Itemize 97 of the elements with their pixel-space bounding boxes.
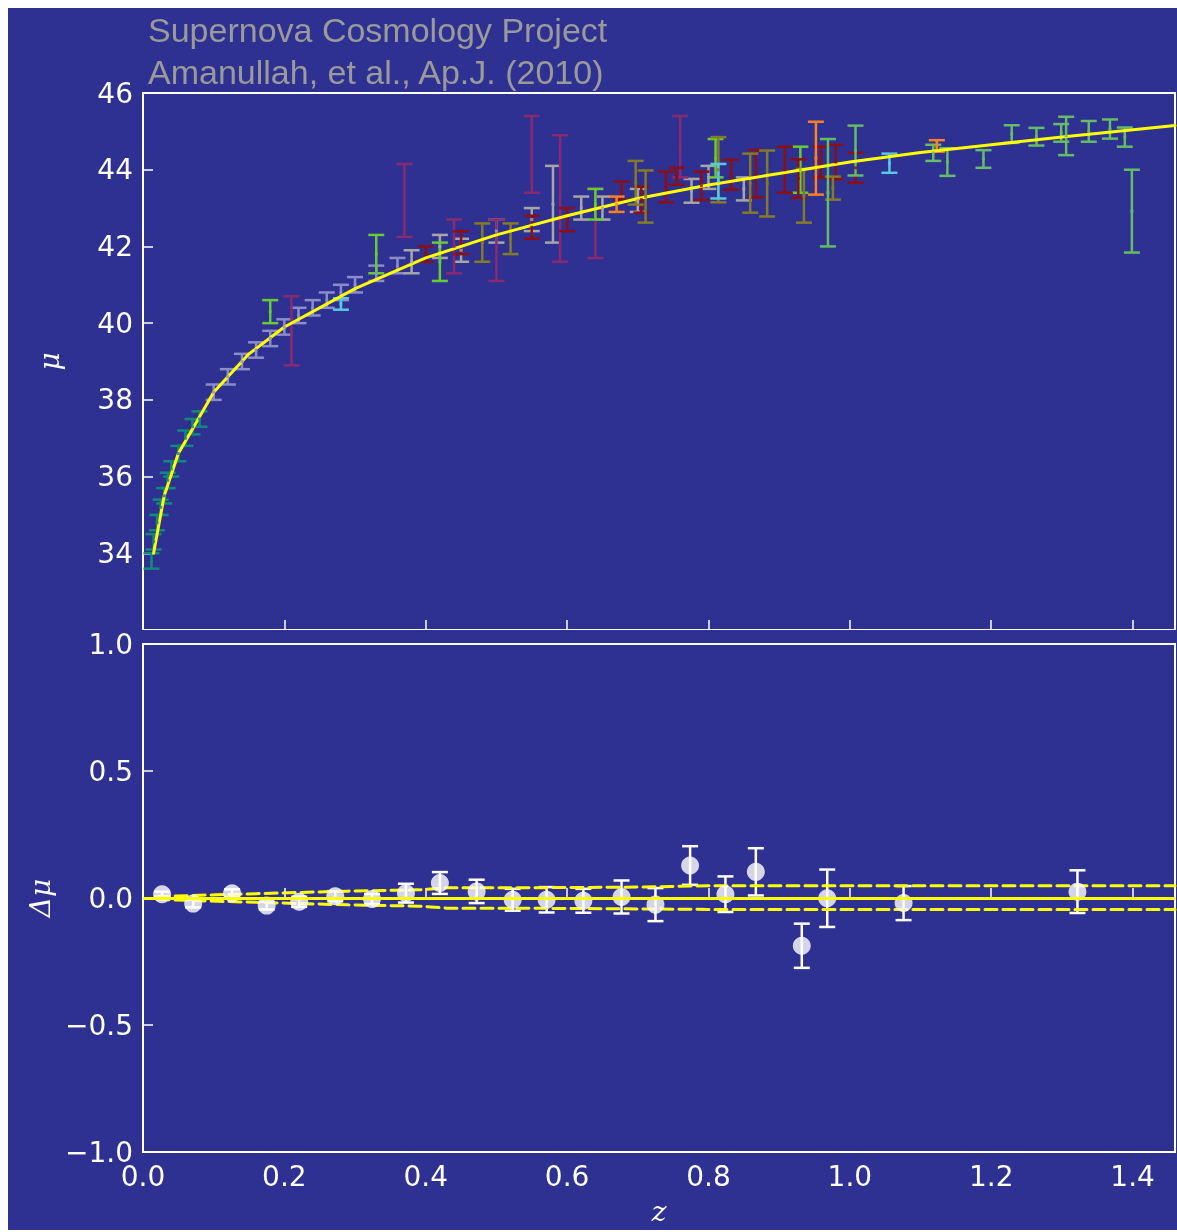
point — [1087, 129, 1091, 133]
point — [551, 202, 555, 206]
point — [644, 195, 648, 199]
x-tick-label: 0.8 — [686, 1159, 731, 1193]
point — [634, 181, 638, 185]
y-tick-label: 0.0 — [88, 881, 133, 915]
chart-title: Supernova Cosmology Project — [148, 11, 608, 49]
x-axis-title: z — [650, 1194, 667, 1228]
point — [176, 452, 180, 456]
y-tick-label: 38 — [97, 383, 133, 417]
point — [169, 467, 173, 471]
y-tick-label: 44 — [97, 153, 133, 187]
point — [289, 329, 293, 333]
point — [339, 290, 343, 294]
point — [579, 206, 583, 210]
point — [1059, 131, 1063, 135]
y-tick-label: 0.5 — [88, 754, 133, 788]
point — [152, 540, 156, 544]
point — [931, 151, 935, 155]
point — [681, 856, 700, 875]
point — [438, 244, 442, 248]
point — [190, 425, 194, 429]
point — [729, 173, 733, 177]
point — [834, 160, 838, 164]
point — [819, 160, 823, 164]
point — [254, 348, 258, 352]
point — [424, 252, 428, 256]
point — [826, 191, 830, 195]
point — [1064, 134, 1068, 138]
point — [311, 306, 315, 310]
point — [716, 168, 720, 172]
point — [664, 185, 668, 189]
x-tick-label: 0.6 — [544, 1159, 590, 1193]
point — [690, 189, 694, 193]
point — [353, 283, 357, 287]
point — [410, 260, 414, 264]
point — [530, 218, 534, 222]
point — [565, 218, 569, 222]
point — [593, 221, 597, 225]
point — [198, 417, 202, 421]
line-series — [152, 124, 1177, 555]
x-tick-label: 0.2 — [262, 1159, 307, 1193]
point — [600, 206, 604, 210]
y-tick-label: 34 — [97, 536, 133, 570]
point — [452, 244, 456, 248]
point — [814, 156, 818, 160]
point — [480, 241, 484, 245]
point — [748, 181, 752, 185]
point — [706, 175, 710, 179]
point — [438, 260, 442, 264]
point — [935, 144, 939, 148]
point — [1108, 127, 1112, 131]
x-tick-label: 1.4 — [1110, 1159, 1155, 1193]
point — [615, 202, 619, 206]
point — [746, 862, 765, 881]
y-axis-title: μ — [32, 352, 66, 371]
point — [155, 521, 159, 525]
x-tick-label: 1.2 — [968, 1159, 1014, 1193]
x-tick-label: 1.0 — [827, 1159, 873, 1193]
y-axis-title: Δμ — [23, 878, 57, 919]
y-tick-label: −0.5 — [65, 1008, 133, 1042]
y-tick-label: 42 — [97, 229, 133, 263]
point — [159, 505, 163, 509]
point — [268, 336, 272, 340]
point — [792, 936, 811, 955]
point — [699, 184, 703, 188]
point — [212, 390, 216, 394]
point — [798, 168, 802, 172]
point — [530, 225, 534, 229]
point — [716, 179, 720, 183]
point — [459, 248, 463, 252]
point — [783, 168, 787, 172]
point — [162, 494, 166, 498]
point — [593, 202, 597, 206]
y-tick-label: 40 — [97, 306, 133, 340]
point — [166, 478, 170, 482]
y-tick-label: 36 — [97, 460, 133, 494]
point — [494, 229, 498, 233]
point — [675, 174, 679, 178]
point — [754, 172, 758, 176]
point — [325, 298, 329, 302]
point — [268, 310, 272, 314]
chart-subtitle: Amanullah, et al., Ap.J. (2010) — [148, 53, 604, 91]
point — [802, 194, 806, 198]
point — [1130, 209, 1134, 213]
point — [1034, 135, 1038, 139]
x-tick-label: 0.4 — [403, 1159, 449, 1193]
point — [240, 360, 244, 363]
point — [183, 436, 187, 440]
y-tick-label: 1.0 — [88, 627, 133, 661]
y-tick-label: 46 — [97, 76, 133, 110]
point — [339, 302, 343, 306]
point — [282, 325, 286, 329]
point — [854, 166, 857, 170]
point — [459, 241, 463, 245]
point — [226, 375, 230, 379]
point — [374, 271, 378, 275]
